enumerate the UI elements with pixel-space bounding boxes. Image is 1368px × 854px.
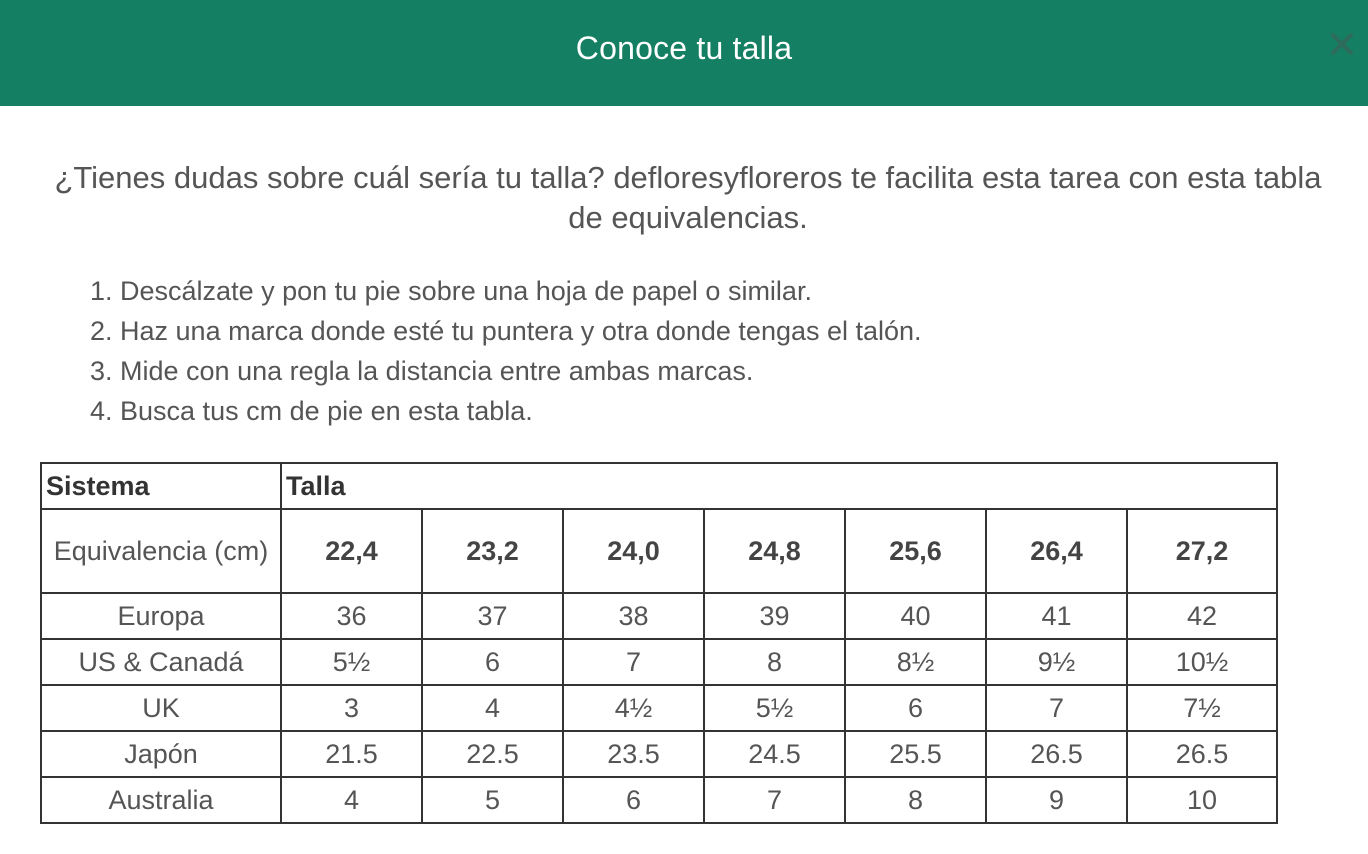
table-cell: 8½ [844, 638, 987, 686]
table-cell: 23.5 [562, 730, 705, 778]
table-cell: 25.5 [844, 730, 987, 778]
table-cell: 5½ [703, 684, 846, 732]
table-cell: 26.5 [985, 730, 1128, 778]
table-cell: 26.5 [1125, 730, 1279, 778]
table-row-europa: Europa 36 37 38 39 40 41 42 [40, 592, 1279, 640]
table-cell: 6 [844, 684, 987, 732]
table-cell: 4½ [562, 684, 705, 732]
table-cell: 5½ [280, 638, 423, 686]
modal-title: Conoce tu talla [575, 29, 793, 66]
equivalence-cell: 26,4 [985, 508, 1128, 594]
step-item: 4. Busca tus cm de pie en esta tabla. [90, 396, 533, 426]
table-cell: 39 [703, 592, 846, 640]
close-icon[interactable] [1328, 30, 1356, 58]
equivalence-cell: 25,6 [844, 508, 987, 594]
table-row-australia: Australia 4 5 6 7 8 9 10 [40, 776, 1279, 824]
table-cell: 8 [703, 638, 846, 686]
step-item: 1. Descálzate y pon tu pie sobre una hoj… [90, 276, 812, 306]
size-table: Sistema Talla Equivalencia (cm) 22,4 23,… [40, 462, 1279, 824]
table-cell: 22.5 [421, 730, 564, 778]
table-cell: 37 [421, 592, 564, 640]
row-label: Europa [40, 592, 282, 640]
header-size: Talla [279, 462, 1279, 510]
equivalence-cell: 23,2 [421, 508, 564, 594]
table-cell: 6 [562, 776, 705, 824]
step-item: 2. Haz una marca donde esté tu puntera y… [90, 316, 922, 346]
table-cell: 36 [280, 592, 423, 640]
intro-text: ¿Tienes dudas sobre cuál sería tu talla?… [54, 160, 1322, 235]
table-cell: 7½ [1125, 684, 1279, 732]
equivalence-cell: 22,4 [280, 508, 423, 594]
table-cell: 5 [421, 776, 564, 824]
table-row-uk: UK 3 4 4½ 5½ 6 7 7½ [40, 684, 1279, 732]
header-system: Sistema [40, 462, 282, 510]
table-cell: 7 [985, 684, 1128, 732]
table-cell: 38 [562, 592, 705, 640]
table-cell: 40 [844, 592, 987, 640]
equivalence-label: Equivalencia (cm) [40, 508, 282, 594]
equivalence-cell: 24,0 [562, 508, 705, 594]
row-label: UK [40, 684, 282, 732]
table-cell: 4 [421, 684, 564, 732]
table-cell: 24.5 [703, 730, 846, 778]
table-cell: 42 [1125, 592, 1279, 640]
table-header-row: Sistema Talla [40, 462, 1279, 510]
table-cell: 10 [1125, 776, 1279, 824]
steps-list: 1. Descálzate y pon tu pie sobre una hoj… [90, 271, 1290, 431]
row-label: Australia [40, 776, 282, 824]
table-cell: 10½ [1125, 638, 1279, 686]
equivalence-cell: 24,8 [703, 508, 846, 594]
table-cell: 9½ [985, 638, 1128, 686]
table-row-japon: Japón 21.5 22.5 23.5 24.5 25.5 26.5 26.5 [40, 730, 1279, 778]
table-row-us-canada: US & Canadá 5½ 6 7 8 8½ 9½ 10½ [40, 638, 1279, 686]
equivalence-row: Equivalencia (cm) 22,4 23,2 24,0 24,8 25… [40, 508, 1279, 594]
table-cell: 9 [985, 776, 1128, 824]
table-cell: 3 [280, 684, 423, 732]
table-cell: 7 [562, 638, 705, 686]
row-label: Japón [40, 730, 282, 778]
table-cell: 41 [985, 592, 1128, 640]
step-item: 3. Mide con una regla la distancia entre… [90, 356, 754, 386]
table-cell: 6 [421, 638, 564, 686]
table-cell: 7 [703, 776, 846, 824]
table-cell: 4 [280, 776, 423, 824]
equivalence-cell: 27,2 [1125, 508, 1279, 594]
table-cell: 21.5 [280, 730, 423, 778]
table-cell: 8 [844, 776, 987, 824]
modal-header: Conoce tu talla [0, 0, 1368, 106]
row-label: US & Canadá [40, 638, 282, 686]
